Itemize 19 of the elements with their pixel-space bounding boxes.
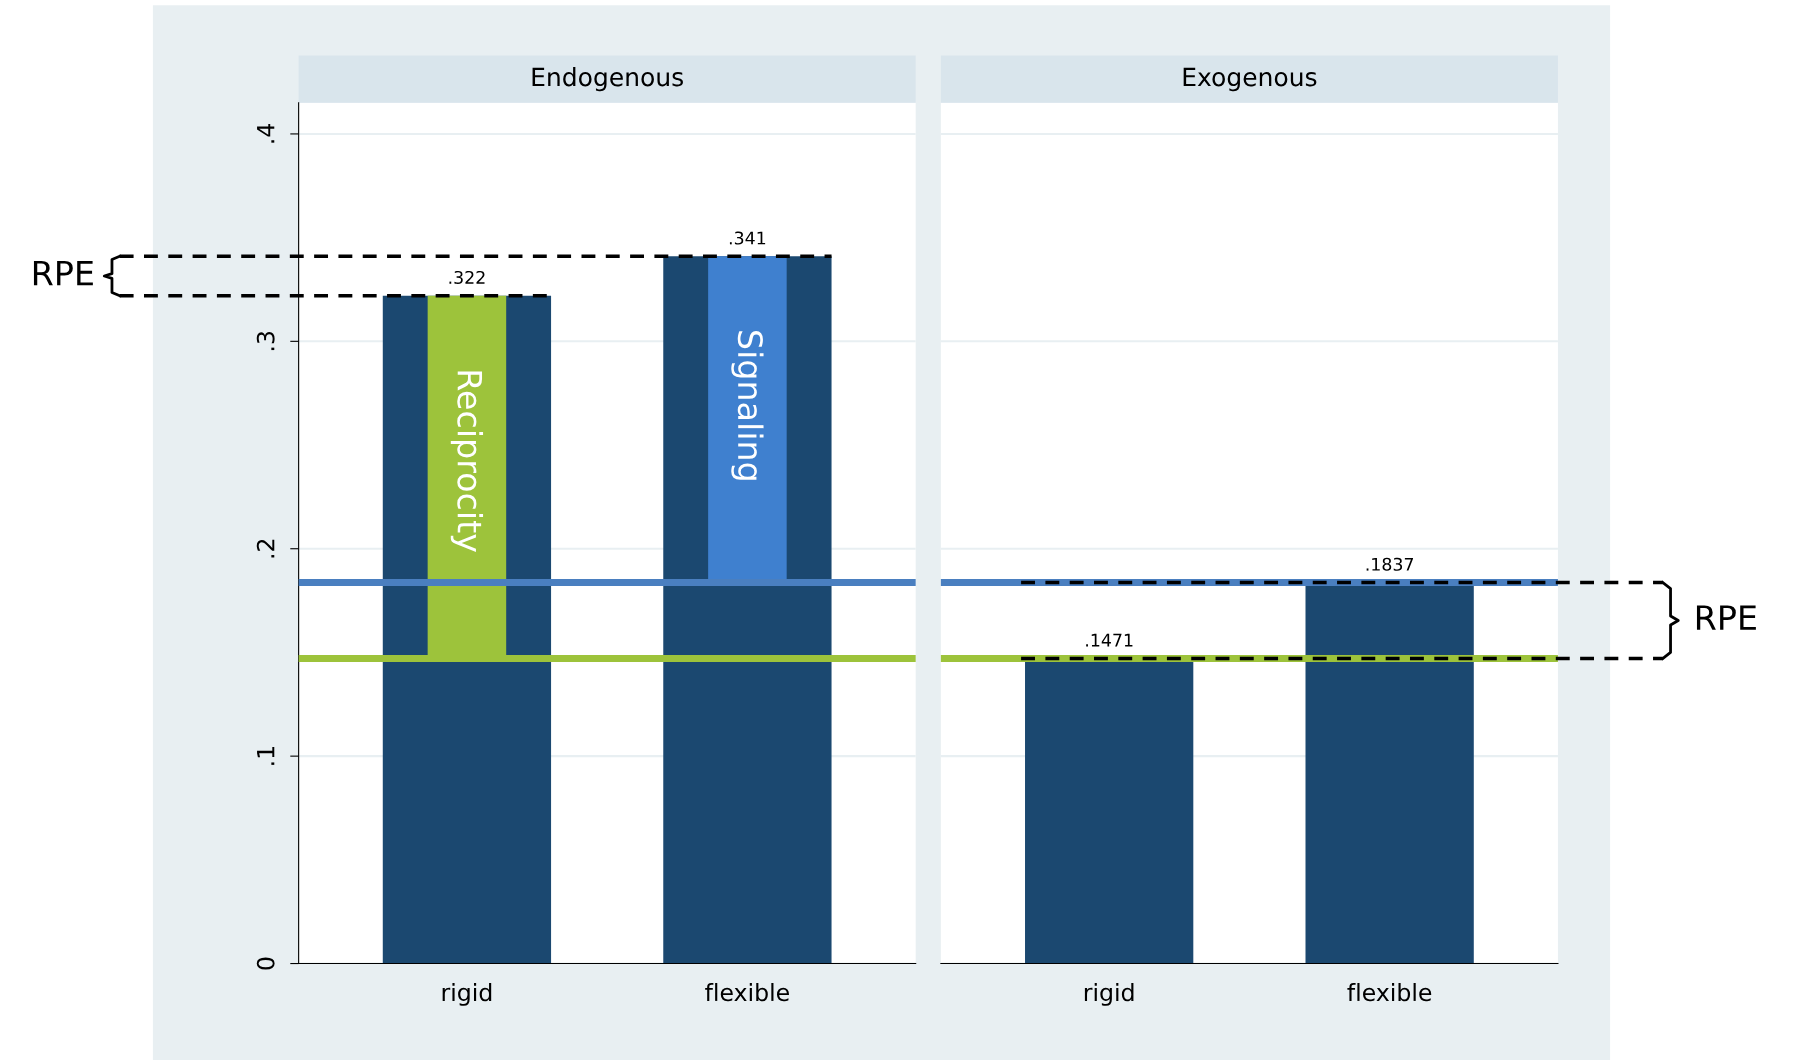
y-tick-label: .2 [256, 539, 275, 558]
x-tick-label: rigid [442, 982, 492, 1006]
data-label: .1837 [1366, 557, 1414, 571]
series-label: Reciprocity [450, 371, 484, 552]
y-tick-label: 0 [256, 957, 275, 970]
data-label: .1471 [1086, 633, 1133, 647]
data-label: .341 [729, 231, 766, 245]
x-tick-label: flexible [1347, 982, 1432, 1002]
x-tick-label: rigid [1084, 982, 1134, 1006]
x-tick-label: flexible [705, 982, 789, 1002]
text: RPE [33, 260, 93, 286]
text: RPE [1696, 605, 1756, 630]
chart-title: Endogenous [532, 67, 683, 92]
series-label: Signaling [731, 331, 764, 480]
y-tick-label: .3 [256, 331, 275, 351]
y-tick-label: .1 [257, 747, 275, 765]
y-tick-label: .4 [257, 123, 275, 143]
chart-title: Exogenous [1183, 67, 1317, 92]
data-label: .322 [449, 270, 485, 285]
